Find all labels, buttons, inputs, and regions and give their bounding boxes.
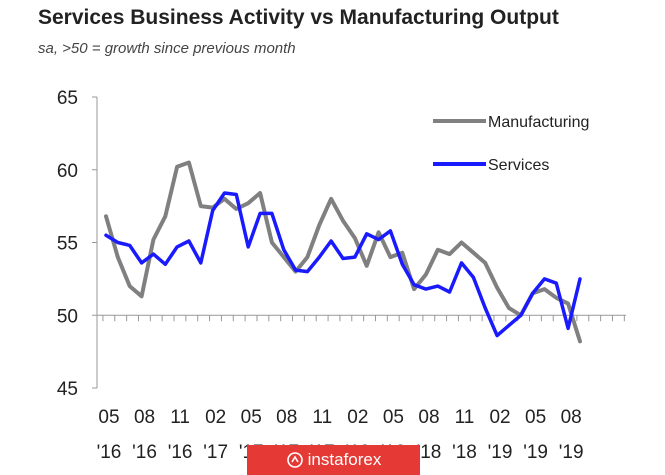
series-lines (104, 160, 582, 344)
x-tick-month-label: 11 (170, 407, 190, 428)
chart-title: Services Business Activity vs Manufactur… (38, 6, 559, 29)
x-axis-baseline (97, 314, 626, 322)
x-tick-year-label: '19 (523, 442, 548, 463)
x-tick-month-label: 08 (561, 407, 582, 428)
series-line-manufacturing (104, 160, 582, 344)
x-tick-month-label: 02 (347, 407, 368, 428)
legend-label-services: Services (488, 157, 549, 174)
x-tick-year-label: '16 (97, 442, 122, 463)
x-tick-month-label: 08 (418, 407, 439, 428)
x-tick-month-label: 05 (383, 407, 404, 428)
x-tick-year-label: '17 (203, 442, 228, 463)
x-tick-year-label: '16 (168, 442, 193, 463)
watermark-banner: instaforex (247, 445, 420, 475)
y-tick-label: 50 (57, 306, 78, 327)
y-tick-label: 45 (57, 379, 78, 400)
x-tick-year-label: '19 (488, 442, 513, 463)
y-axis: 45 50 55 60 65 (57, 88, 98, 400)
x-tick-month-label: 05 (98, 407, 119, 428)
x-tick-month-label: 05 (241, 407, 262, 428)
watermark-text: instaforex (307, 450, 382, 469)
x-tick-year-label: '18 (417, 442, 442, 463)
x-tick-year-label: '19 (559, 442, 584, 463)
series-line-services (104, 191, 582, 338)
x-tick-month-label: 11 (312, 407, 332, 428)
x-tick-month-label: 08 (276, 407, 297, 428)
x-tick-month-label: 11 (455, 407, 475, 428)
legend-label-manufacturing: Manufacturing (488, 114, 589, 131)
y-tick-label: 55 (57, 234, 78, 255)
legend: Manufacturing Services (433, 114, 589, 174)
chart-subtitle: sa, >50 = growth since previous month (38, 40, 296, 57)
y-tick-label: 60 (57, 161, 78, 182)
instaforex-logo-icon (286, 452, 303, 468)
x-tick-month-label: 08 (134, 407, 155, 428)
x-tick-month-label: 02 (205, 407, 226, 428)
x-tick-year-label: '18 (452, 442, 477, 463)
x-tick-month-label: 05 (525, 407, 546, 428)
y-tick-label: 65 (57, 88, 78, 109)
x-tick-month-label: 02 (489, 407, 510, 428)
x-tick-year-label: '16 (132, 442, 157, 463)
